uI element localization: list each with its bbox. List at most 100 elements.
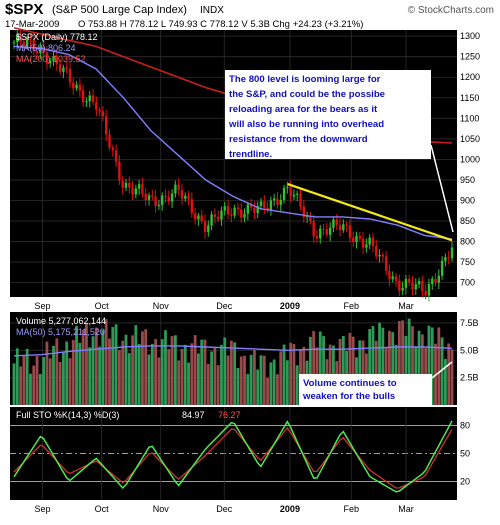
volume-bar	[404, 335, 408, 405]
sto-legend: Full STO %K(14,3) %D(3)	[16, 410, 119, 420]
price-x-label: Feb	[344, 301, 360, 311]
candle-body	[375, 246, 378, 257]
volume-bar	[91, 336, 95, 405]
volume-bar	[94, 327, 98, 405]
candle-body	[355, 235, 358, 243]
volume-bar	[164, 330, 167, 405]
candle-body	[302, 206, 306, 218]
volume-bar	[381, 327, 385, 405]
candle-body	[345, 224, 348, 226]
sto-y-axis: 80 50 20	[460, 421, 470, 487]
volume-bar	[85, 323, 88, 405]
volume-bar	[75, 325, 78, 405]
volume-bar	[279, 351, 283, 405]
candle-body	[411, 282, 414, 290]
candle-body	[108, 134, 111, 148]
volume-bar	[397, 320, 401, 405]
volume-bar	[338, 338, 342, 405]
candle-body	[342, 224, 345, 231]
volume-bar	[131, 335, 134, 405]
candle-body	[246, 204, 250, 214]
price-axis-label: 1200	[460, 72, 480, 82]
sto-axis-label: 50	[460, 449, 470, 459]
volume-bar	[144, 329, 148, 405]
candle-body	[121, 180, 124, 188]
candle-body	[35, 50, 39, 54]
candle-body	[325, 229, 329, 235]
candle-body	[72, 82, 75, 89]
volume-bar	[256, 369, 260, 405]
candle-body	[371, 237, 375, 247]
volume-bar	[114, 324, 118, 405]
volume-bar	[197, 353, 200, 405]
volume-bar	[88, 347, 92, 405]
volume-bar	[450, 349, 454, 405]
sto-x-label: Nov	[153, 504, 170, 514]
candle-body	[141, 184, 144, 194]
price-x-label: 2009	[280, 301, 300, 311]
volume-bar	[42, 357, 46, 405]
volume-bar	[19, 366, 22, 405]
volume-bar	[411, 326, 414, 405]
price-axis-label: 1250	[460, 52, 480, 62]
price-axis-label: 900	[460, 195, 475, 205]
ma50-line	[13, 45, 453, 240]
volume-annotation: Volume continues to weaken for the bulls	[302, 378, 397, 402]
volume-axis-label: 2.5B	[460, 373, 479, 383]
volume-axis-label: 7.5B	[460, 318, 479, 328]
candle-body	[361, 238, 365, 248]
candle-body	[105, 116, 108, 135]
candle-body	[124, 182, 128, 188]
candle-body	[266, 207, 269, 210]
volume-bar	[134, 325, 138, 405]
price-axis-label: 700	[460, 278, 475, 288]
price-x-label: Oct	[95, 301, 110, 311]
candle-body	[118, 161, 121, 181]
candle-body	[85, 101, 88, 103]
volume-annotation-arrow	[431, 361, 453, 379]
candle-body	[164, 195, 167, 197]
volume-bar	[437, 327, 441, 405]
candle-body	[236, 207, 240, 210]
candle-body	[305, 216, 309, 218]
candle-body	[407, 278, 411, 283]
candle-body	[62, 67, 65, 72]
volume-bar	[312, 331, 316, 405]
volume-bar	[127, 353, 131, 405]
volume-bar	[322, 336, 325, 405]
volume-bar	[292, 343, 296, 405]
volume-bar	[65, 341, 69, 405]
price-axis-label: 1000	[460, 154, 480, 164]
candle-body	[286, 186, 289, 188]
volume-bar	[104, 319, 108, 405]
volume-bar	[58, 361, 62, 405]
price-x-label: Dec	[216, 301, 233, 311]
volume-bar	[117, 350, 121, 405]
candle-body	[49, 60, 52, 64]
candle-body	[114, 150, 118, 162]
volume-bar	[266, 377, 269, 405]
volume-bar	[226, 355, 230, 405]
volume-bar	[213, 348, 217, 405]
candle-body	[404, 278, 408, 288]
volume-ma50-line	[13, 345, 453, 357]
candle-body	[296, 193, 299, 195]
candle-body	[78, 84, 82, 91]
volume-bar	[427, 325, 431, 405]
candle-body	[437, 275, 441, 283]
sto-x-label: 2009	[280, 504, 300, 514]
candle-body	[378, 254, 381, 257]
candle-body	[401, 287, 404, 291]
candle-body	[259, 201, 263, 207]
volume-bar	[358, 340, 362, 405]
candle-body	[365, 244, 368, 248]
candle-body	[391, 276, 394, 280]
candle-body	[95, 102, 98, 110]
candle-body	[230, 214, 233, 216]
candle-body	[111, 147, 114, 151]
volume-bar	[22, 355, 26, 405]
candle-body	[147, 195, 151, 200]
downward-trendline	[287, 182, 453, 242]
price-axis-label: 850	[460, 216, 475, 226]
